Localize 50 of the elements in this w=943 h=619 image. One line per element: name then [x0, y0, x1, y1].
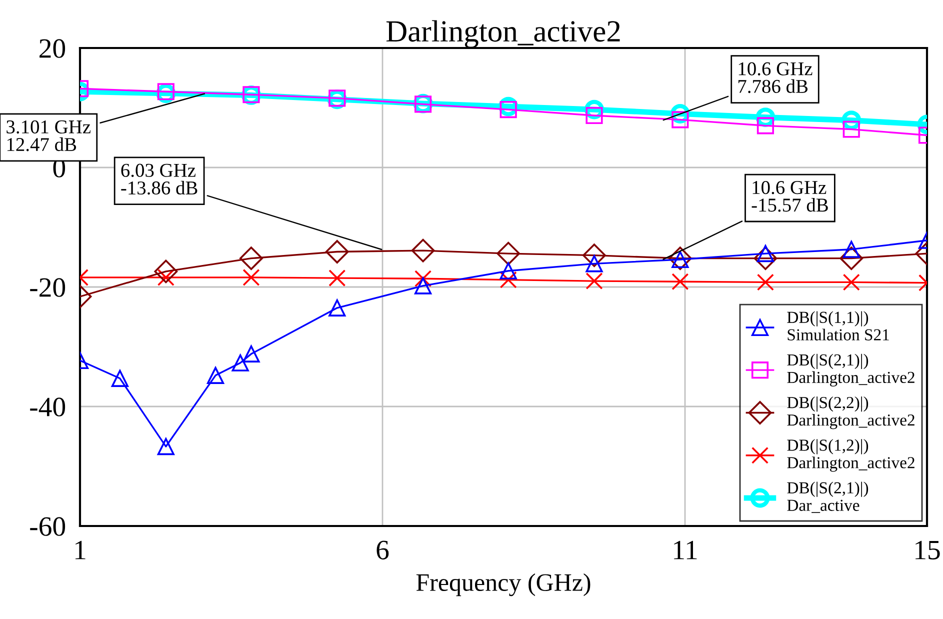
point [500, 271, 517, 288]
point [325, 240, 349, 264]
point [756, 117, 774, 134]
annotation: 10.6 GHz -15.57 dB [752, 180, 828, 212]
point [586, 106, 603, 124]
annotation: 10.6 GHz 7.786 dB [738, 62, 812, 94]
legend-label: DB(|S(1,1)|) Simulation S21 [787, 311, 889, 340]
point [668, 246, 692, 270]
point [328, 299, 346, 316]
point [242, 268, 260, 286]
point [111, 370, 128, 387]
point [842, 240, 860, 258]
y-tick-label: -40 [30, 398, 66, 416]
point [157, 438, 174, 456]
point [414, 277, 432, 294]
y-tick-label: 20 [40, 39, 66, 58]
point [672, 111, 689, 128]
annotation: 6.03 GHz -13.86 dB [121, 164, 198, 195]
point [411, 238, 435, 262]
annotation: 3.101 GHz 12.47 dB [6, 120, 91, 152]
point [842, 120, 860, 138]
point [154, 260, 178, 284]
point [672, 273, 689, 290]
point [414, 270, 432, 288]
point [206, 366, 224, 384]
point [582, 244, 606, 268]
chart-title: Darlington_active2 [386, 20, 620, 48]
point [840, 246, 864, 270]
point [500, 262, 517, 280]
legend-label: DB(|S(1,2)|) Darlington_active2 [787, 439, 914, 472]
point [328, 269, 346, 287]
point [756, 274, 774, 291]
x-tick-label: 1 [76, 540, 86, 560]
point [586, 272, 603, 290]
point [500, 101, 517, 118]
y-tick-label: -20 [30, 278, 66, 297]
point [754, 246, 778, 270]
x-tick-label: 11 [674, 540, 697, 560]
x-tick-label: 6 [376, 540, 389, 560]
point [496, 242, 520, 266]
point [242, 345, 260, 362]
x-tick-label: 15 [916, 540, 940, 560]
y-tick-label: -60 [30, 517, 66, 536]
point [842, 274, 860, 291]
legend-label: DB(|S(2,1)|) Darlington_active2 [787, 354, 914, 386]
point [240, 246, 263, 270]
point [232, 354, 249, 372]
legend-label: DB(|S(2,2)|) Darlington_active2 [787, 396, 914, 430]
legend-label: DB(|S(2,1)|) Dar_active [787, 482, 868, 513]
x-axis-title: Frequency (GHz) [416, 573, 590, 596]
